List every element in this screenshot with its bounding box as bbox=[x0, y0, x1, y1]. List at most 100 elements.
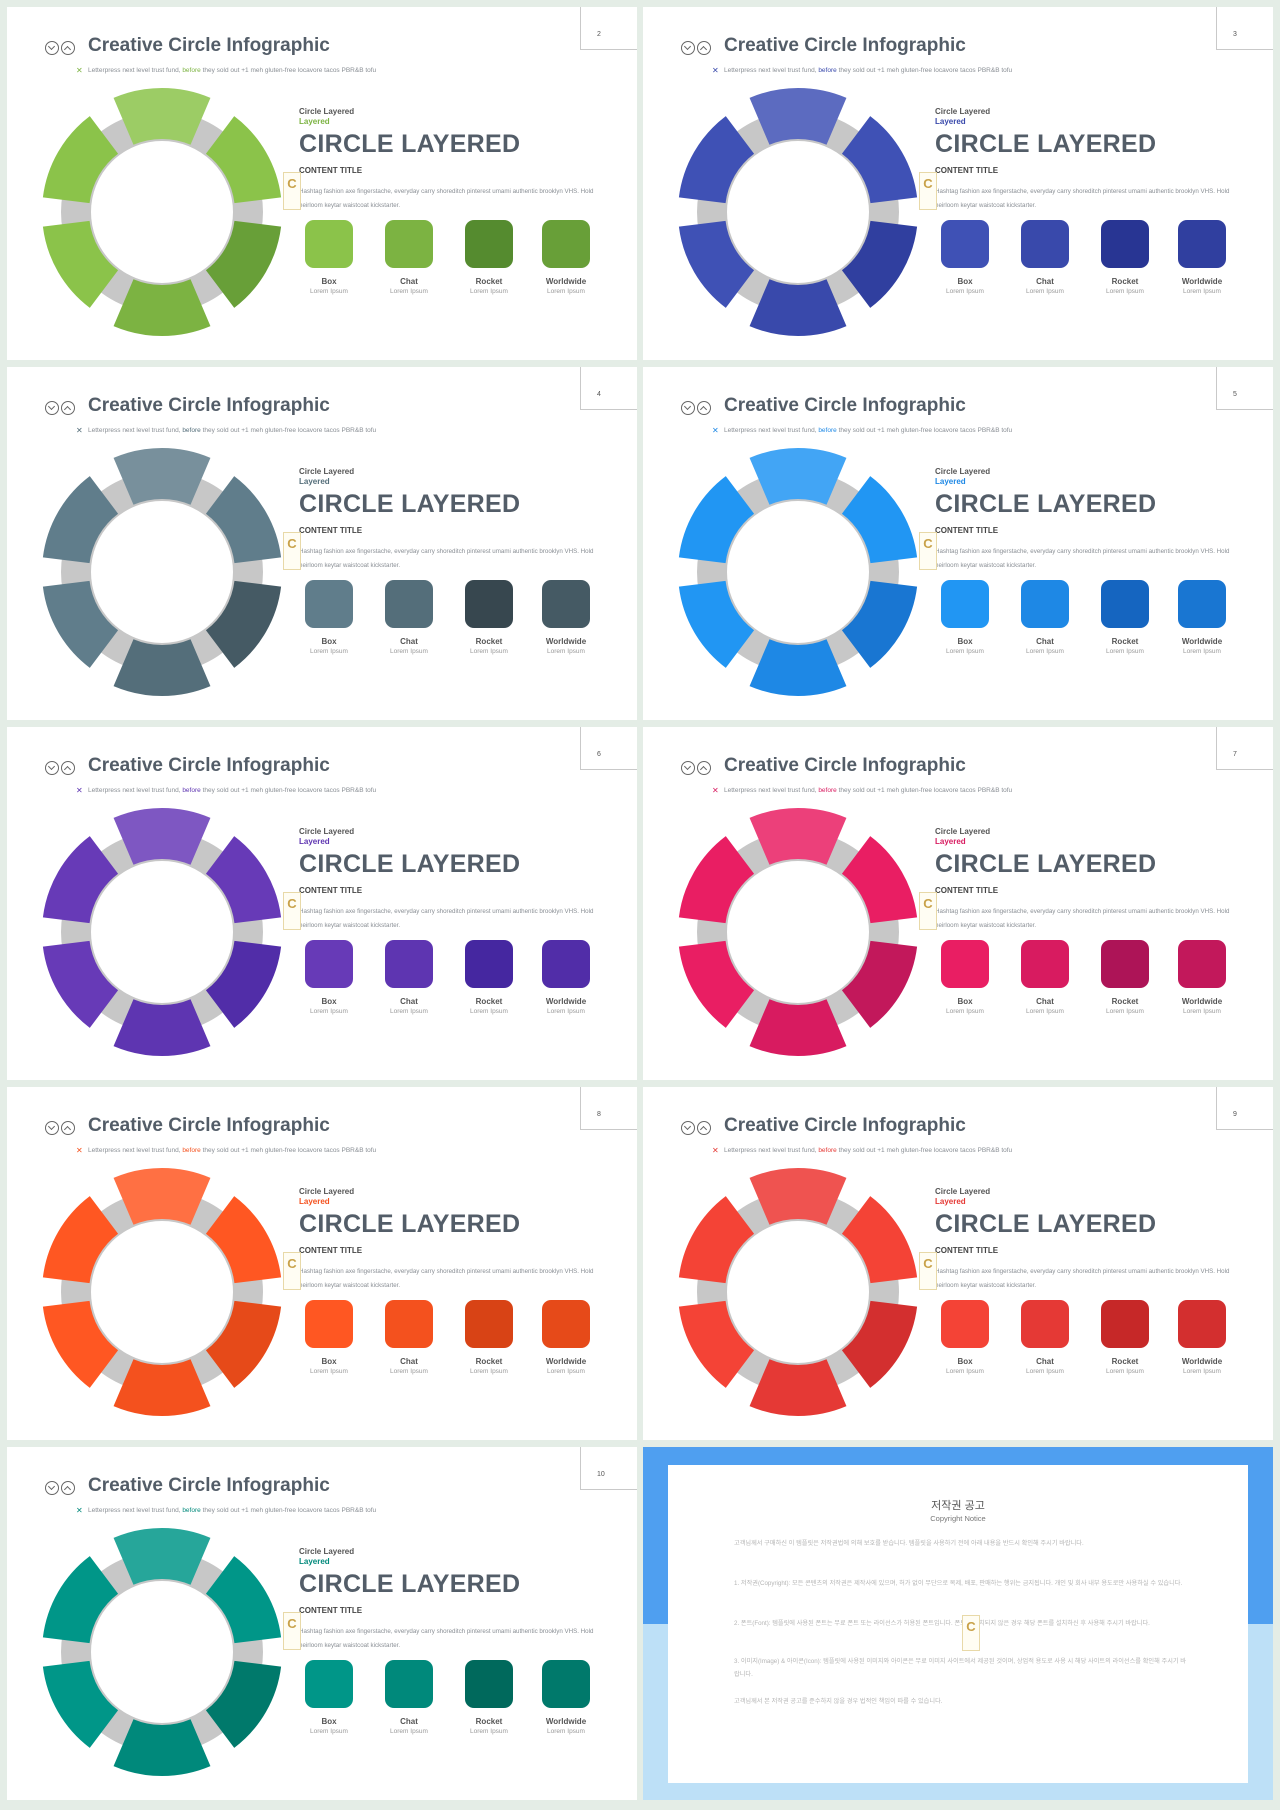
subtitle-highlight: before bbox=[818, 787, 837, 794]
chevron-up-icon[interactable] bbox=[697, 41, 711, 55]
content-description: Hashtag fashion axe fingerstache, everyd… bbox=[935, 188, 1230, 209]
watermark-logo: C bbox=[919, 172, 937, 210]
color-tile bbox=[542, 1660, 590, 1708]
slide-title: Creative Circle Infographic bbox=[88, 1475, 330, 1496]
ring-segment bbox=[205, 580, 282, 668]
tile-label: Chat bbox=[400, 997, 418, 1006]
tile-sublabel: Lorem Ipsum bbox=[390, 1368, 428, 1375]
chevron-up-icon[interactable] bbox=[61, 1481, 75, 1495]
chevron-up-icon[interactable] bbox=[61, 1121, 75, 1135]
chevron-down-icon[interactable] bbox=[45, 1121, 59, 1135]
color-tile bbox=[1178, 580, 1226, 628]
chevron-down-icon[interactable] bbox=[45, 41, 59, 55]
ring-segment bbox=[841, 580, 918, 668]
circle-layered-label: Circle Layered bbox=[299, 1187, 355, 1196]
color-tile bbox=[1021, 1300, 1069, 1348]
logo-glyph: C bbox=[287, 536, 297, 551]
notice-paragraph: 고객님께서 구매하신 이 템플릿은 저작권법에 의해 보호를 받습니다. 템플릿… bbox=[734, 1540, 1084, 1547]
tile-label: Worldwide bbox=[1181, 637, 1223, 646]
ring-segment bbox=[113, 999, 211, 1056]
slide: Creative Circle Infographic ✕ Letterpress … bbox=[7, 7, 637, 360]
chevron-up-icon[interactable] bbox=[697, 1121, 711, 1135]
chevron-up-icon[interactable] bbox=[697, 401, 711, 415]
color-tile bbox=[385, 220, 433, 268]
notice-paragraph: 1. 저작권(Copyright): 모든 콘텐츠의 저작권은 제작사에 있으며… bbox=[734, 1580, 1183, 1587]
page-number-box: 8 bbox=[580, 1087, 637, 1130]
close-icon: ✕ bbox=[76, 426, 83, 435]
tile-sublabel: Lorem Ipsum bbox=[390, 1008, 428, 1015]
ring-segment bbox=[42, 476, 119, 564]
content-title: CONTENT TITLE bbox=[299, 1606, 363, 1615]
tile-label: Worldwide bbox=[545, 1717, 587, 1726]
color-tile bbox=[542, 220, 590, 268]
tile-sublabel: Lorem Ipsum bbox=[1026, 288, 1064, 295]
content-title: CONTENT TITLE bbox=[935, 886, 999, 895]
content-description: Hashtag fashion axe fingerstache, everyd… bbox=[935, 548, 1230, 569]
ring-segment bbox=[205, 940, 282, 1028]
color-tile bbox=[941, 580, 989, 628]
notice-subtitle: Copyright Notice bbox=[930, 1514, 986, 1523]
tile-sublabel: Lorem Ipsum bbox=[1183, 1368, 1221, 1375]
subtitle-highlight: before bbox=[182, 67, 201, 74]
chevron-up-icon[interactable] bbox=[61, 41, 75, 55]
circle-layered-label: Circle Layered bbox=[935, 467, 991, 476]
subtitle-post: they sold out +1 meh gluten-free locavor… bbox=[838, 1147, 1013, 1154]
subtitle-post: they sold out +1 meh gluten-free locavor… bbox=[838, 787, 1013, 794]
color-tile bbox=[385, 1300, 433, 1348]
chevron-up-icon[interactable] bbox=[697, 761, 711, 775]
main-heading: CIRCLE LAYERED bbox=[935, 850, 1157, 878]
chevron-up-icon[interactable] bbox=[61, 401, 75, 415]
tile-sublabel: Lorem Ipsum bbox=[547, 288, 585, 295]
subtitle-post: they sold out +1 meh gluten-free locavor… bbox=[838, 427, 1013, 434]
tile-sublabel: Lorem Ipsum bbox=[547, 1728, 585, 1735]
subtitle-pre: Letterpress next level trust fund, bbox=[724, 67, 817, 74]
nav-icons bbox=[45, 1481, 77, 1499]
chevron-down-icon[interactable] bbox=[681, 761, 695, 775]
page-number-box: 4 bbox=[580, 367, 637, 410]
slide-title: Creative Circle Infographic bbox=[88, 395, 330, 416]
close-icon: ✕ bbox=[76, 786, 83, 795]
chevron-down-icon[interactable] bbox=[681, 1121, 695, 1135]
tile-label: Rocket bbox=[475, 1717, 503, 1726]
slide-title: Creative Circle Infographic bbox=[88, 1115, 330, 1136]
color-tile bbox=[1178, 220, 1226, 268]
content-title: CONTENT TITLE bbox=[299, 1246, 363, 1255]
color-tile bbox=[465, 940, 513, 988]
close-icon: ✕ bbox=[76, 1146, 83, 1155]
chevron-down-icon[interactable] bbox=[45, 401, 59, 415]
subtitle-pre: Letterpress next level trust fund, bbox=[88, 787, 181, 794]
tile-label: Box bbox=[957, 637, 973, 646]
page-number-box: 2 bbox=[580, 7, 637, 50]
circle-layered-label: Circle Layered bbox=[935, 827, 991, 836]
chevron-down-icon[interactable] bbox=[681, 41, 695, 55]
ring-segment bbox=[42, 836, 119, 924]
ring-segment bbox=[678, 1300, 755, 1388]
chevron-up-icon[interactable] bbox=[61, 761, 75, 775]
subtitle-post: they sold out +1 meh gluten-free locavor… bbox=[838, 67, 1013, 74]
slide: Creative Circle Infographic ✕ Letterpress … bbox=[7, 367, 637, 720]
circle-layered-label: Circle Layered bbox=[299, 467, 355, 476]
chevron-down-icon[interactable] bbox=[45, 761, 59, 775]
circle-layered-label: Circle Layered bbox=[299, 1547, 355, 1556]
tile-sublabel: Lorem Ipsum bbox=[946, 1368, 984, 1375]
tile-sublabel: Lorem Ipsum bbox=[946, 1008, 984, 1015]
slide: Creative Circle Infographic ✕ Letterpress … bbox=[643, 727, 1273, 1080]
notice-card: 저작권 공고 Copyright Notice 고객님께서 구매하신 이 템플릿은 … bbox=[668, 1465, 1248, 1783]
slide-subtitle: ✕ Letterpress next level trust fund, befo… bbox=[712, 1146, 1013, 1155]
color-tile bbox=[385, 940, 433, 988]
chevron-down-icon[interactable] bbox=[681, 401, 695, 415]
layered-accent-label: Layered bbox=[299, 477, 330, 486]
ring-segment bbox=[841, 836, 918, 924]
tile-label: Worldwide bbox=[1181, 997, 1223, 1006]
page-number: 8 bbox=[597, 1111, 601, 1118]
subtitle-post: they sold out +1 meh gluten-free locavor… bbox=[202, 67, 377, 74]
logo-glyph: C bbox=[923, 536, 933, 551]
chevron-down-icon[interactable] bbox=[45, 1481, 59, 1495]
circle-ring-graphic bbox=[678, 1168, 918, 1416]
content-title: CONTENT TITLE bbox=[299, 166, 363, 175]
close-icon: ✕ bbox=[712, 1146, 719, 1155]
logo-glyph: C bbox=[287, 896, 297, 911]
circle-layered-label: Circle Layered bbox=[935, 1187, 991, 1196]
ring-segment bbox=[841, 1196, 918, 1284]
content-description: Hashtag fashion axe fingerstache, everyd… bbox=[299, 1268, 594, 1289]
